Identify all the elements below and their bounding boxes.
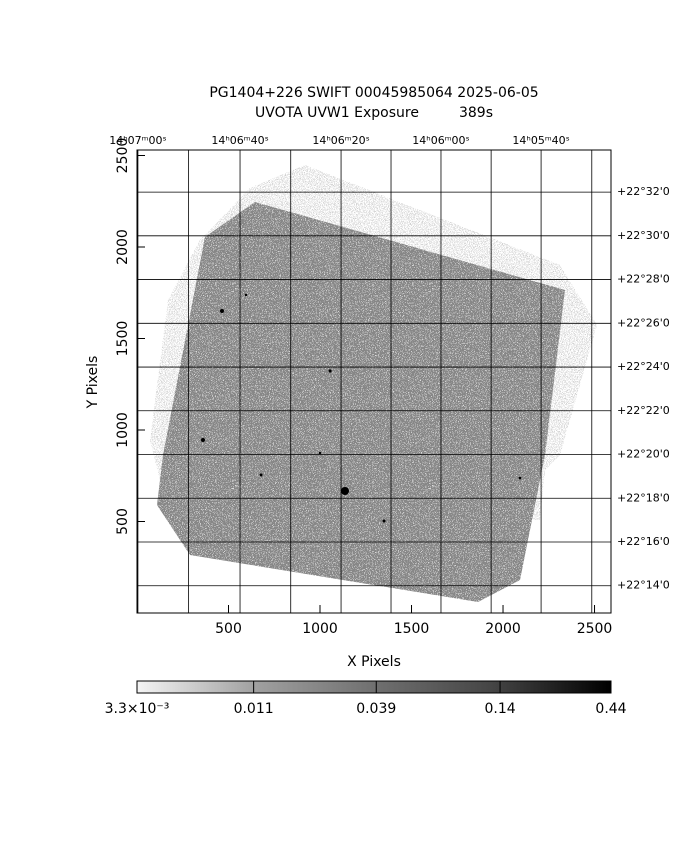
y2-tick-label: +22°30'0	[617, 229, 670, 242]
title: PG1404+226 SWIFT 00045985064 2025-06-05	[209, 85, 538, 101]
y2-tick-label: +22°22'0	[617, 404, 670, 417]
y2-tick-label: +22°32'0	[617, 185, 670, 198]
x-tick-label: 1500	[394, 621, 430, 637]
y-tick-label: 500	[115, 508, 131, 535]
subtitle: UVOTA UVW1 Exposure 389s	[255, 105, 493, 121]
x-axis-label: X Pixels	[347, 654, 401, 670]
plot-frame	[136, 149, 612, 614]
colorbar-tick-label: 0.011	[234, 701, 274, 717]
x-tick-label: 2000	[485, 621, 521, 637]
y2-tick-label: +22°24'0	[617, 360, 670, 373]
image	[150, 165, 597, 602]
colorbar-tick-label: 0.44	[595, 701, 626, 717]
x2-tick-label: 14ʰ06ᵐ40ˢ	[211, 134, 268, 147]
grid	[137, 150, 611, 613]
colorbar	[136, 680, 612, 694]
colorbar-tick-label: 0.039	[356, 701, 396, 717]
y2-tick-label: +22°26'0	[617, 316, 670, 329]
x2-tick-label: 14ʰ06ᵐ00ˢ	[412, 134, 469, 147]
y2-tick-label: +22°20'0	[617, 448, 670, 461]
y-tick-label: 1500	[115, 321, 131, 357]
y-tick-label: 2500	[115, 138, 131, 174]
y2-tick-label: +22°14'0	[617, 579, 670, 592]
y2-tick-label: +22°28'0	[617, 273, 670, 286]
x2-tick-label: 14ʰ07ᵐ00ˢ	[109, 134, 166, 147]
y2-tick-label: +22°18'0	[617, 491, 670, 504]
y-tick-label: 1000	[115, 412, 131, 448]
x-tick-label: 1000	[302, 621, 338, 637]
colorbar-tick-label: 0.14	[484, 701, 515, 717]
y-tick-label: 2000	[115, 229, 131, 265]
x2-tick-label: 14ʰ05ᵐ40ˢ	[512, 134, 569, 147]
colorbar-tick-label: 3.3×10⁻³	[105, 701, 170, 717]
y-axis-label: Y Pixels	[85, 356, 101, 410]
exposure-main	[157, 202, 565, 602]
sources	[201, 293, 522, 523]
y2-tick-label: +22°16'0	[617, 535, 670, 548]
x-tick-label: 500	[215, 621, 242, 637]
x-tick-label: 2500	[577, 621, 613, 637]
x2-tick-label: 14ʰ06ᵐ20ˢ	[312, 134, 369, 147]
